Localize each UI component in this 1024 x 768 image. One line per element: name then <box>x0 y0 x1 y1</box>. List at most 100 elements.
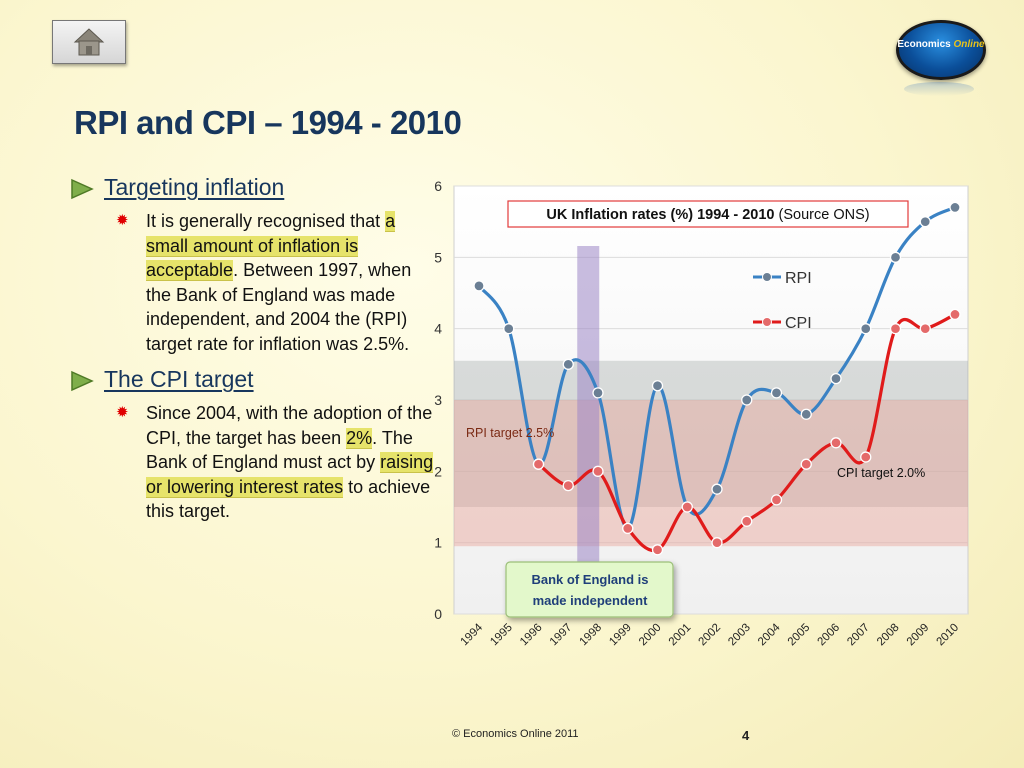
rpi-legend-marker <box>762 272 772 282</box>
y-tick-label: 2 <box>434 463 442 479</box>
cpi-data-point <box>919 323 931 335</box>
cpi-target-label: CPI target 2.0% <box>837 466 925 480</box>
rpi-data-point <box>711 483 723 495</box>
cpi-data-point <box>651 544 664 556</box>
x-tick-label: 2003 <box>726 622 753 649</box>
rpi-data-point <box>651 380 664 392</box>
x-tick-label: 1997 <box>548 622 575 649</box>
rpi-data-point <box>562 358 574 370</box>
cpi-legend-label: CPI <box>785 315 812 332</box>
cpi-data-point <box>889 323 902 335</box>
y-tick-label: 4 <box>434 321 442 337</box>
page-number: 4 <box>742 728 750 743</box>
cpi-data-point <box>592 465 604 477</box>
x-tick-label: 1995 <box>488 622 515 649</box>
chart-title: UK Inflation rates (%) 1994 - 2010 (Sour… <box>546 207 869 223</box>
inflation-chart: 0 1 2 3 4 5 6 1994 1995 1996 1997 1998 1999 2000 2001 2… <box>420 172 980 672</box>
cpi-data-point <box>562 479 574 492</box>
sub-bullet: ✹ Since 2004, with the adoption of the C… <box>68 401 434 524</box>
cpi-data-point <box>741 515 753 527</box>
callout-text-line: Bank of England is <box>531 572 648 587</box>
text-run: . The Bank of England must act by <box>146 427 413 473</box>
chart-title-main: UK Inflation rates (%) 1994 - 2010 <box>546 207 774 223</box>
footer-copyright: © Economics Online 2011 <box>452 728 579 740</box>
green-arrow-bullet-icon <box>71 178 94 200</box>
rpi-data-point <box>770 387 783 399</box>
x-tick-label: 2000 <box>637 622 664 649</box>
green-arrow-bullet-icon <box>71 370 94 392</box>
text-run: Since 2004, with the adoption of the CPI… <box>146 403 433 448</box>
rpi-data-point <box>741 394 753 406</box>
callout-box <box>505 561 674 618</box>
bullet-heading: The CPI target <box>68 366 428 393</box>
cpi-data-point <box>860 451 872 463</box>
x-tick-label: 2006 <box>816 622 843 649</box>
cpi-target-band <box>454 400 968 547</box>
cpi-data-point <box>681 501 693 513</box>
logo-word1: Economics <box>897 39 951 50</box>
text-run: to achieve this target. <box>146 476 431 522</box>
rpi-data-point <box>919 216 931 228</box>
text-run: It is generally recognised that <box>146 211 386 231</box>
section-cpi-target: The CPI target ✹ Since 2004, with the ad… <box>68 366 434 524</box>
cpi-data-point <box>830 437 842 449</box>
rpi-data-point <box>949 201 961 214</box>
cpi-data-point <box>770 494 783 506</box>
home-icon <box>73 28 105 56</box>
y-tick-label: 6 <box>434 178 442 194</box>
page-title: RPI and CPI – 1994 - 2010 <box>74 104 462 141</box>
rpi-legend-label: RPI <box>785 270 812 287</box>
red-star-bullet-icon: ✹ <box>116 212 129 229</box>
y-tick-label: 5 <box>434 249 442 265</box>
x-tick-label: 2001 <box>667 622 694 649</box>
callout-text-line: made independent <box>533 593 649 608</box>
sub-bullet: ✹ It is generally recognised that a smal… <box>68 209 428 356</box>
cpi-data-point <box>800 458 812 470</box>
bullet-heading-text: The CPI target <box>104 366 254 392</box>
x-tick-label: 2004 <box>756 621 783 648</box>
rpi-data-point <box>889 251 902 263</box>
sub-bullet-text: It is generally recognised that a small … <box>146 209 436 356</box>
section-targeting-inflation: Targeting inflation ✹ It is generally re… <box>68 174 428 356</box>
x-tick-label: 1998 <box>578 622 605 649</box>
x-tick-label: 1996 <box>518 622 545 649</box>
rpi-data-point <box>860 323 872 335</box>
sub-bullet-text: Since 2004, with the adoption of the CPI… <box>146 401 436 524</box>
bullet-list: Targeting inflation ✹ It is generally re… <box>68 174 434 524</box>
x-tick-label: 2005 <box>786 622 813 649</box>
rpi-data-point <box>592 387 604 399</box>
rpi-target-label: RPI target 2.5% <box>466 426 554 440</box>
y-tick-label: 0 <box>434 606 442 622</box>
logo-disc <box>896 20 986 80</box>
independence-marker-bar <box>577 246 600 614</box>
logo-word2: Online <box>953 39 985 50</box>
logo-text: Economics Online <box>896 39 986 50</box>
economics-online-logo[interactable]: Economics Online <box>896 20 986 96</box>
home-button[interactable] <box>52 20 126 64</box>
bullet-heading-text: Targeting inflation <box>104 174 285 200</box>
chart-title-source: (Source ONS) <box>774 207 869 223</box>
y-tick-label: 3 <box>434 392 442 408</box>
x-tick-label: 2002 <box>697 622 724 649</box>
rpi-data-point <box>473 280 485 292</box>
chart-title-box <box>507 200 909 228</box>
x-tick-label: 2010 <box>935 622 962 649</box>
cpi-data-point <box>622 522 634 535</box>
x-tick-label: 2009 <box>905 622 932 649</box>
bullet-heading: Targeting inflation <box>68 174 428 201</box>
rpi-data-point <box>800 408 812 420</box>
independence-callout <box>505 561 674 618</box>
red-star-bullet-icon: ✹ <box>116 404 129 421</box>
cpi-legend-marker <box>762 317 772 327</box>
cpi-data-point <box>711 537 723 549</box>
cpi-data-point <box>949 308 961 321</box>
x-tick-label: 1994 <box>459 621 486 648</box>
cpi-data-point <box>532 458 545 470</box>
rpi-data-point <box>503 323 515 335</box>
x-tick-label: 1999 <box>607 622 634 649</box>
logo-reflection <box>904 82 974 96</box>
x-tick-label: 2008 <box>875 622 902 649</box>
x-tick-label: 2007 <box>845 622 872 649</box>
highlighted-text: 2% <box>346 427 373 448</box>
